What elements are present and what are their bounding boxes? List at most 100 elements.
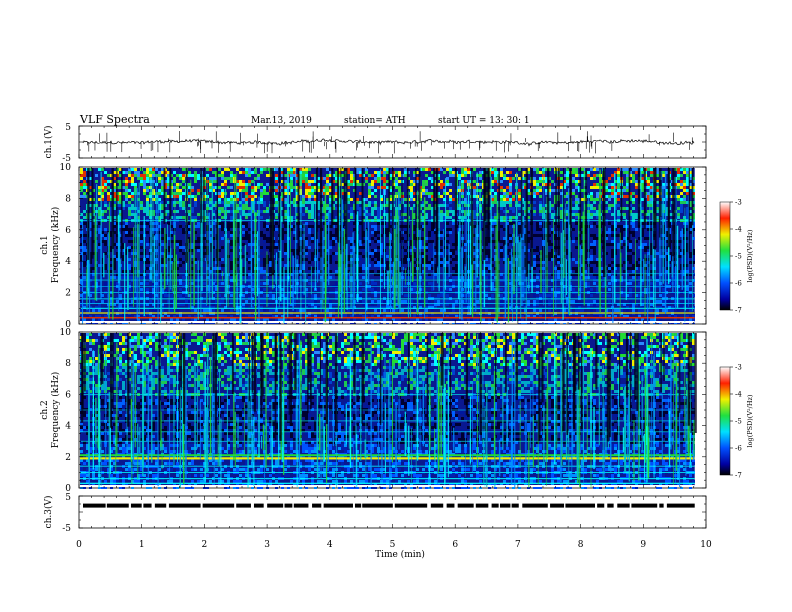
spectrogram-cell xyxy=(182,231,185,234)
spectrogram-cell xyxy=(284,186,287,189)
spectrogram-cell xyxy=(440,195,443,198)
spectrogram-cell xyxy=(266,210,269,213)
spectrogram-cell xyxy=(242,225,245,228)
spectrogram-cell xyxy=(101,168,104,171)
spectrogram-cell xyxy=(248,213,251,216)
spectrogram-cell xyxy=(428,303,431,306)
spectrogram-cell xyxy=(356,168,359,171)
spectrogram-cell xyxy=(491,216,494,219)
spectrogram-cell xyxy=(215,201,218,204)
spectrogram-cell xyxy=(209,225,212,228)
spectrogram-cell xyxy=(425,306,428,309)
spectrogram-cell xyxy=(80,288,83,291)
spectrogram-cell xyxy=(83,249,86,252)
spectrogram-cell xyxy=(359,258,362,261)
spectrogram-cell xyxy=(251,306,254,309)
spectrogram-cell xyxy=(89,225,92,228)
spectrogram-cell xyxy=(122,180,125,183)
spectrogram-cell xyxy=(194,180,197,183)
spectrogram-cell xyxy=(251,186,254,189)
spectrogram-cell xyxy=(176,195,179,198)
spectrogram-cell xyxy=(152,249,155,252)
spectrogram-cell xyxy=(347,192,350,195)
spectrogram-cell xyxy=(362,315,365,318)
spectrogram-cell xyxy=(137,318,140,321)
spectrogram-cell xyxy=(308,267,311,270)
spectrogram-cell xyxy=(215,252,218,255)
spectrogram-cell xyxy=(566,168,569,171)
spectrogram-cell xyxy=(212,180,215,183)
spectrogram-cell xyxy=(128,288,131,291)
spectrogram-cell xyxy=(266,294,269,297)
spectrogram-cell xyxy=(80,294,83,297)
spectrogram-cell xyxy=(170,261,173,264)
spectrogram-cell xyxy=(275,240,278,243)
spectrogram-cell xyxy=(83,174,86,177)
spectrogram-cell xyxy=(431,303,434,306)
spectrogram-cell xyxy=(527,201,530,204)
spectrogram-cell xyxy=(503,258,506,261)
spectrogram-cell xyxy=(455,270,458,273)
spectrogram-cell xyxy=(311,294,314,297)
spectrogram-cell xyxy=(170,288,173,291)
spectrogram-cell xyxy=(146,240,149,243)
spectrogram-cell xyxy=(146,207,149,210)
spectrogram-cell xyxy=(80,171,83,174)
spectrogram-cell xyxy=(209,267,212,270)
spectrogram-cell xyxy=(365,210,368,213)
spectrogram-cell xyxy=(398,249,401,252)
spectrogram-cell xyxy=(431,234,434,237)
spectrogram-cell xyxy=(362,225,365,228)
spectrogram-cell xyxy=(488,318,491,321)
spectrogram-cell xyxy=(380,243,383,246)
spectrogram-cell xyxy=(359,171,362,174)
spectrogram-cell xyxy=(182,177,185,180)
spectrogram-cell xyxy=(440,243,443,246)
spectrogram-cell xyxy=(344,246,347,249)
spectrogram-cell xyxy=(164,240,167,243)
spectrogram-cell xyxy=(389,177,392,180)
spectrogram-cell xyxy=(182,252,185,255)
spectrogram-cell xyxy=(275,177,278,180)
spectrogram-cell xyxy=(371,288,374,291)
spectrogram-cell xyxy=(221,315,224,318)
spectrogram-cell xyxy=(227,168,230,171)
spectrogram-cell xyxy=(161,258,164,261)
spectrogram-cell xyxy=(434,180,437,183)
spectrogram-cell xyxy=(539,189,542,192)
spectrogram-cell xyxy=(494,201,497,204)
spectrogram-cell xyxy=(383,300,386,303)
spectrogram-cell xyxy=(473,180,476,183)
spectrogram-cell xyxy=(281,315,284,318)
spectrogram-cell xyxy=(245,240,248,243)
spectrogram-cell xyxy=(464,180,467,183)
spectrogram-cell xyxy=(539,186,542,189)
spectrogram-cell xyxy=(215,180,218,183)
spectrogram-cell xyxy=(500,198,503,201)
spectrogram-cell xyxy=(161,252,164,255)
spectrogram-cell xyxy=(167,195,170,198)
spectrogram-cell xyxy=(89,234,92,237)
spectrogram-cell xyxy=(377,264,380,267)
spectrogram-cell xyxy=(305,279,308,282)
spectrogram-cell xyxy=(413,216,416,219)
spectrogram-cell xyxy=(332,198,335,201)
spectrogram-cell xyxy=(455,273,458,276)
spectrogram-cell xyxy=(182,303,185,306)
spectrogram-cell xyxy=(98,243,101,246)
spectrogram-cell xyxy=(242,273,245,276)
spectrogram-cell xyxy=(428,207,431,210)
spectrogram-cell xyxy=(386,216,389,219)
spectrogram-cell xyxy=(218,174,221,177)
spectrogram-cell xyxy=(422,189,425,192)
spectrogram-cell xyxy=(494,315,497,318)
spectrogram-cell xyxy=(239,180,242,183)
spectrogram-cell xyxy=(167,210,170,213)
spectrogram-cell xyxy=(473,192,476,195)
spectrogram-cell xyxy=(299,246,302,249)
spectrogram-cell xyxy=(167,273,170,276)
spectrogram-cell xyxy=(545,258,548,261)
spectrogram-cell xyxy=(446,222,449,225)
spectrogram-cell xyxy=(440,231,443,234)
spectrogram-cell xyxy=(155,168,158,171)
